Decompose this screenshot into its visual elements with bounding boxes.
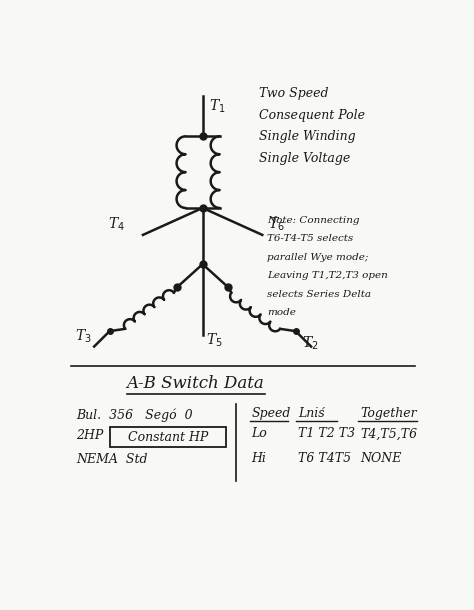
Text: NONE: NONE [360,452,401,465]
Text: A-B Switch Data: A-B Switch Data [126,375,264,392]
Text: T1 T2 T3: T1 T2 T3 [298,428,355,440]
Text: T$_2$: T$_2$ [302,335,319,353]
Text: T6-T4-T5 selects: T6-T4-T5 selects [267,234,353,243]
Text: Single Voltage: Single Voltage [259,152,350,165]
Text: T$_3$: T$_3$ [75,328,91,345]
Text: T$_5$: T$_5$ [207,331,223,349]
Text: T6 T4T5: T6 T4T5 [298,452,351,465]
Text: Constant HP: Constant HP [128,431,208,444]
Text: Hi: Hi [251,452,266,465]
Text: T$_1$: T$_1$ [209,98,226,115]
Text: Lniś: Lniś [298,407,325,420]
Text: 2HP: 2HP [76,429,103,442]
Text: Together: Together [360,407,417,420]
Text: selects Series Delta: selects Series Delta [267,290,371,298]
Text: Two Speed: Two Speed [259,87,328,100]
Text: Note: Connecting: Note: Connecting [267,216,359,224]
Text: Bul.  356   Segó  0: Bul. 356 Segó 0 [76,408,193,422]
Text: Leaving T1,T2,T3 open: Leaving T1,T2,T3 open [267,271,388,280]
Text: T4,T5,T6: T4,T5,T6 [360,428,417,440]
Text: Single Winding: Single Winding [259,130,356,143]
Text: T$_4$: T$_4$ [108,216,125,233]
Text: NEMA  Std: NEMA Std [76,453,148,466]
Text: mode: mode [267,308,296,317]
Text: Speed: Speed [251,407,291,420]
Text: Lo: Lo [251,428,267,440]
Text: Consequent Pole: Consequent Pole [259,109,365,121]
Text: parallel Wye mode;: parallel Wye mode; [267,253,368,262]
Text: T$_6$: T$_6$ [268,216,285,233]
